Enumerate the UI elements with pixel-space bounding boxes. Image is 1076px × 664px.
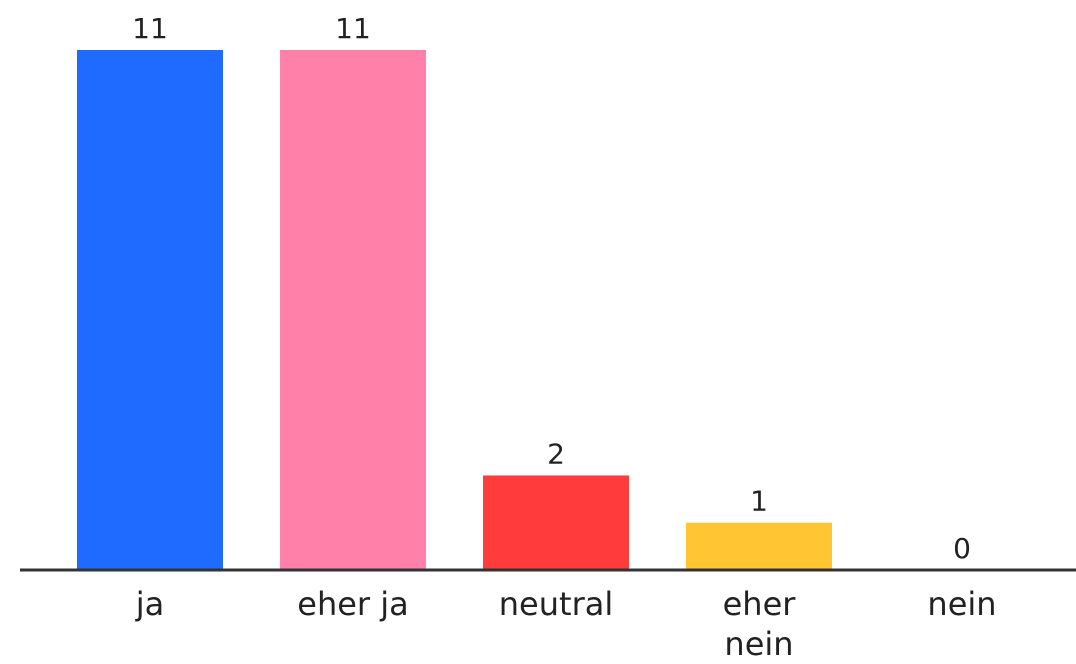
category-label-2: neutral <box>499 585 613 623</box>
category-labels-layer: ja eher ja neutral eher nein nein <box>135 585 997 663</box>
bars-layer <box>77 50 832 570</box>
category-label-3: eher nein <box>723 585 797 663</box>
value-label-1: 11 <box>335 12 371 45</box>
category-label-4: nein <box>927 585 996 623</box>
category-label-1: eher ja <box>297 585 408 623</box>
bar-1 <box>280 50 426 570</box>
bar-0 <box>77 50 223 570</box>
value-label-4: 0 <box>953 532 971 565</box>
value-label-3: 1 <box>750 485 768 518</box>
value-label-2: 2 <box>547 437 565 470</box>
category-label-0: ja <box>135 585 165 623</box>
value-labels-layer: 11 11 2 1 0 <box>132 12 971 565</box>
bar-3 <box>686 522 832 570</box>
bar-2 <box>483 475 629 570</box>
value-label-0: 11 <box>132 12 168 45</box>
